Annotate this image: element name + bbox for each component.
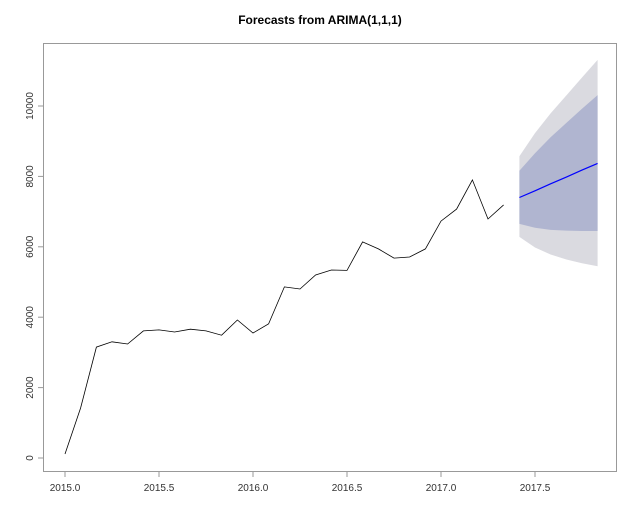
x-tick-label: 2016.5	[332, 483, 363, 494]
plot-frame	[43, 43, 617, 472]
y-tick-label: 2000	[25, 376, 36, 399]
prediction-interval-bands	[519, 59, 598, 267]
x-tick-label: 2017.5	[520, 483, 551, 494]
x-tick-label: 2017.0	[426, 483, 457, 494]
y-tick-label: 8000	[25, 165, 36, 188]
x-axis: 2015.0 2015.5 2016.0 2016.5 2017.0 2017.5	[50, 471, 551, 494]
x-tick-label: 2015.5	[144, 483, 175, 494]
y-tick-label: 6000	[25, 235, 36, 258]
chart-title: Forecasts from ARIMA(1,1,1)	[238, 13, 402, 27]
series-lines	[64, 162, 598, 455]
y-tick-label: 4000	[25, 306, 36, 329]
interval-band-80pct	[519, 95, 598, 231]
series-observed	[64, 178, 504, 455]
y-axis: 0 2000 4000 6000 8000 10000	[25, 92, 44, 461]
y-tick-label: 0	[25, 455, 36, 461]
x-tick-label: 2015.0	[50, 483, 81, 494]
x-tick-label: 2016.0	[238, 483, 269, 494]
series-forecast_mean	[519, 162, 598, 199]
y-tick-label: 10000	[25, 92, 36, 120]
